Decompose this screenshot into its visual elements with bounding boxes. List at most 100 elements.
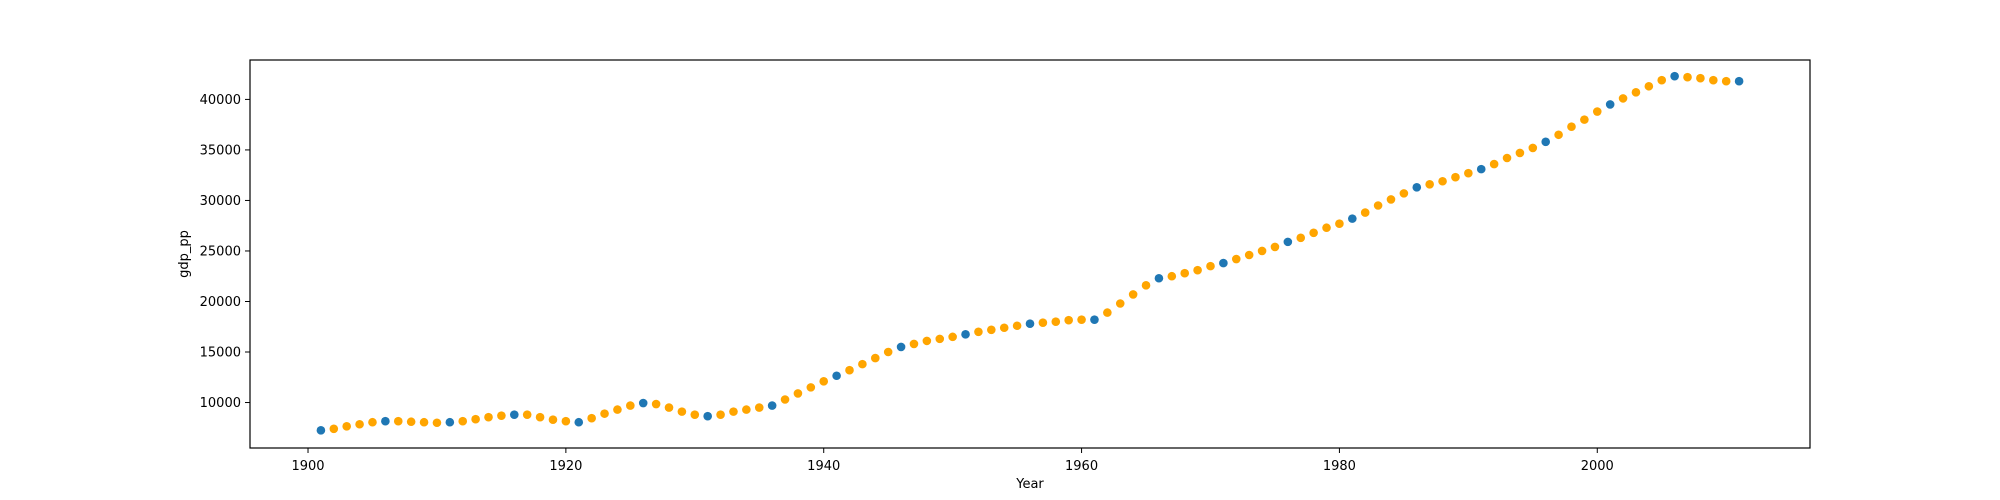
interpolated-point <box>1180 268 1190 278</box>
x-axis-title: Year <box>1015 477 1044 492</box>
interpolated-point <box>1644 81 1654 91</box>
y-tick-label: 20000 <box>200 295 241 310</box>
observed-point <box>1025 319 1035 329</box>
interpolated-point <box>613 405 622 414</box>
interpolated-point <box>1580 115 1589 124</box>
observed-point <box>703 411 712 421</box>
interpolated-point <box>432 418 442 428</box>
interpolated-point <box>1528 143 1538 153</box>
interpolated-point <box>1193 265 1202 275</box>
interpolated-point <box>1038 318 1048 328</box>
interpolated-point <box>651 399 661 409</box>
interpolated-point <box>1683 72 1692 82</box>
observed-point <box>896 342 906 352</box>
interpolated-point <box>561 416 571 426</box>
observed-point <box>1412 183 1422 192</box>
interpolated-point <box>1373 201 1383 210</box>
interpolated-point <box>626 401 635 410</box>
interpolated-point <box>1128 290 1138 299</box>
interpolated-point <box>522 410 532 419</box>
x-tick-label: 1900 <box>291 459 324 474</box>
interpolated-point <box>806 383 816 392</box>
plot-area-frame <box>249 59 1811 449</box>
y-axis: 10000 15000 20000 25000 30000 35000 40000 <box>200 93 250 411</box>
observed-point <box>1154 273 1164 283</box>
observed-point <box>1219 258 1228 268</box>
interpolated-point <box>1502 153 1512 163</box>
interpolated-point <box>1141 281 1151 290</box>
interpolated-point <box>1360 208 1370 217</box>
interpolated-point <box>1438 176 1447 186</box>
interpolated-point <box>1567 122 1576 131</box>
interpolated-point <box>1335 219 1344 228</box>
interpolated-point <box>1554 130 1563 140</box>
interpolated-point <box>1322 223 1331 233</box>
interpolated-point <box>1618 94 1628 103</box>
interpolated-point <box>419 417 429 427</box>
observed-point <box>832 371 841 381</box>
interpolated-point <box>548 415 558 425</box>
observed-point <box>509 410 519 419</box>
interpolated-point <box>987 325 996 335</box>
interpolated-point <box>664 403 674 412</box>
interpolated-point <box>742 405 751 414</box>
data-points <box>316 71 1744 435</box>
interpolated-point <box>1064 315 1073 325</box>
interpolated-point <box>1051 317 1061 326</box>
interpolated-point <box>716 410 725 419</box>
interpolated-point <box>883 347 893 357</box>
x-axis: 1900 1920 1940 1960 1980 2000 <box>291 448 1614 474</box>
interpolated-point <box>1296 233 1306 243</box>
interpolated-point <box>600 409 609 418</box>
interpolated-point <box>1464 168 1473 178</box>
observed-point <box>1476 164 1486 174</box>
interpolated-point <box>1270 242 1280 252</box>
y-tick-label: 10000 <box>200 396 241 411</box>
observed-point <box>1283 237 1293 247</box>
interpolated-point <box>1231 254 1241 264</box>
interpolated-point <box>1515 148 1525 158</box>
observed-point <box>767 401 777 410</box>
interpolated-point <box>754 403 764 412</box>
interpolated-point <box>909 339 919 349</box>
observed-point <box>1734 76 1744 86</box>
interpolated-point <box>1631 88 1641 97</box>
interpolated-point <box>780 395 790 404</box>
interpolated-point <box>497 411 506 420</box>
interpolated-point <box>1115 299 1125 308</box>
interpolated-point <box>1309 228 1318 238</box>
y-axis-title: gdp_pp <box>177 230 192 278</box>
interpolated-point <box>458 416 468 426</box>
y-tick-label: 25000 <box>200 244 241 259</box>
interpolated-point <box>999 323 1009 333</box>
observed-point <box>1090 315 1099 324</box>
x-tick-label: 2000 <box>1581 459 1614 474</box>
observed-point <box>1541 137 1551 147</box>
interpolated-point <box>535 412 545 422</box>
interpolated-point <box>329 424 339 434</box>
interpolated-point <box>342 421 351 431</box>
interpolated-point <box>858 359 867 369</box>
interpolated-point <box>406 417 416 427</box>
x-tick-label: 1940 <box>807 459 840 474</box>
interpolated-point <box>922 336 932 346</box>
interpolated-point <box>819 377 829 386</box>
interpolated-point <box>471 414 480 424</box>
interpolated-point <box>1489 159 1499 169</box>
x-tick-label: 1980 <box>1323 459 1356 474</box>
interpolated-point <box>1696 73 1705 83</box>
y-tick-label: 40000 <box>200 93 241 108</box>
interpolated-point <box>1451 172 1460 182</box>
y-tick-label: 30000 <box>200 194 241 209</box>
interpolated-point <box>845 365 854 375</box>
observed-point <box>1605 100 1615 109</box>
observed-point <box>1670 71 1679 81</box>
observed-point <box>574 417 584 427</box>
interpolated-point <box>1244 250 1254 260</box>
interpolated-point <box>1103 308 1112 317</box>
interpolated-point <box>1257 246 1267 256</box>
interpolated-point <box>1386 195 1396 204</box>
observed-point <box>316 426 326 435</box>
observed-point <box>961 330 970 339</box>
